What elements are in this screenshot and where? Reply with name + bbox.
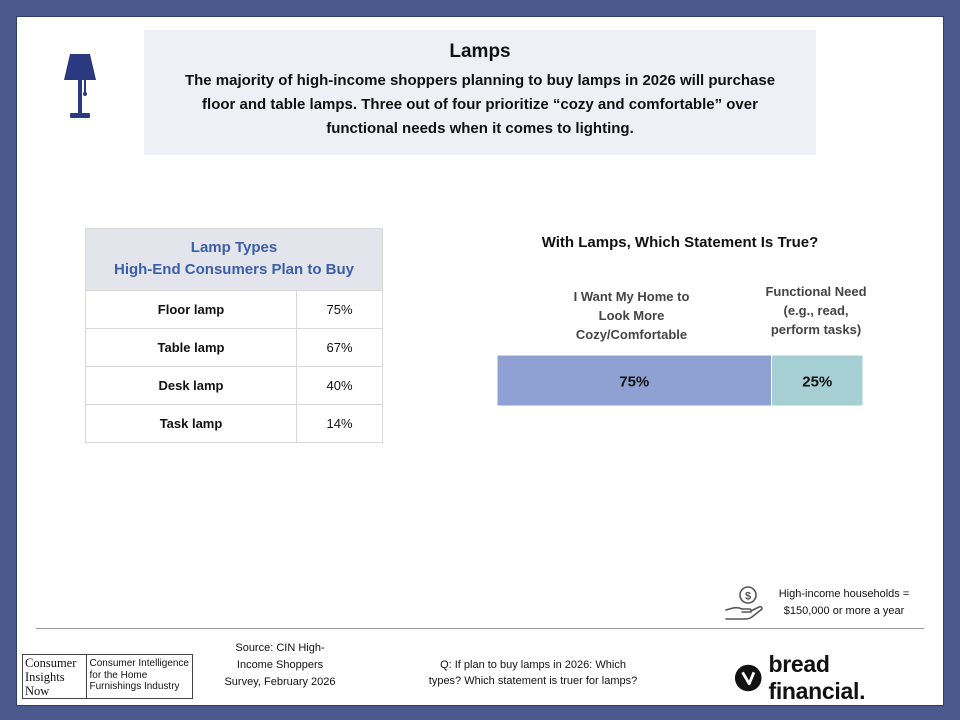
bar-data-label-0: 75% <box>619 374 649 391</box>
header-box: Lamps The majority of high-income shoppe… <box>144 30 816 155</box>
row-label: Table lamp <box>85 328 297 367</box>
slide-inner-border <box>16 16 944 706</box>
note-line1: High-income households = <box>778 588 910 600</box>
note-line2: $150,000 or more a year <box>783 605 905 617</box>
source-line1: Source: CIN High- <box>235 642 325 654</box>
page-title: Lamps <box>449 41 511 62</box>
row-label: Desk lamp <box>85 366 297 405</box>
question-line1: Q: If plan to buy lamps in 2026: Which <box>440 659 626 671</box>
column-label-cozy: I Want My Home to Look More Cozy/Comfort… <box>549 287 714 344</box>
column-label-line: Cozy/Comfortable <box>575 327 688 342</box>
column-label-line: (e.g., read, <box>783 303 849 318</box>
source-line2: Income Shoppers <box>236 659 324 671</box>
floor-lamp-icon <box>64 54 96 118</box>
footer-divider <box>36 628 924 629</box>
table-row: Floor lamp 75% <box>85 290 383 329</box>
source-note: Source: CIN High- Income Shoppers Survey… <box>208 640 352 691</box>
question-line2: types? Which statement is truer for lamp… <box>428 675 638 687</box>
bar-segment-1 <box>771 355 863 406</box>
table-row: Task lamp 14% <box>85 404 383 443</box>
table-title-line1: Lamp Types <box>190 239 278 256</box>
column-label-line: I Want My Home to <box>573 289 690 304</box>
row-label: Floor lamp <box>85 290 297 329</box>
survey-question: Q: If plan to buy lamps in 2026: Which t… <box>412 657 654 689</box>
row-value: 75% <box>296 290 383 329</box>
bread-financial-logo: bread financial. <box>734 651 924 704</box>
money-hand-icon: $ <box>725 586 763 620</box>
row-value: 14% <box>296 404 383 443</box>
lamp-types-table: Lamp Types High-End Consumers Plan to Bu… <box>85 228 383 443</box>
cin-logo-wordmark: Consumer Insights Now <box>23 655 87 698</box>
column-label-line: Functional Need <box>765 284 867 299</box>
column-label-line: Look More <box>598 308 665 323</box>
column-label-functional: Functional Need (e.g., read, perform tas… <box>748 282 884 339</box>
table-header: Lamp Types High-End Consumers Plan to Bu… <box>85 228 383 291</box>
income-note: High-income households = $150,000 or mor… <box>764 586 924 620</box>
page-subtitle: The majority of high-income shoppers pla… <box>184 72 776 137</box>
brand-wordmark: bread financial. <box>768 651 866 704</box>
row-value: 40% <box>296 366 383 405</box>
chart-title: With Lamps, Which Statement Is True? <box>541 234 819 251</box>
column-label-line: perform tasks) <box>770 322 862 337</box>
row-value: 67% <box>296 328 383 367</box>
table-row: Table lamp 67% <box>85 328 383 367</box>
cin-logo: Consumer Insights Now Consumer Intellige… <box>22 654 193 699</box>
stacked-bar-chart: 75% 25% <box>497 355 863 406</box>
table-row: Desk lamp 40% <box>85 366 383 405</box>
svg-text:$: $ <box>745 591 751 603</box>
bread-financial-mark-icon <box>734 664 762 692</box>
row-label: Task lamp <box>85 404 297 443</box>
bar-data-label-1: 25% <box>802 374 832 391</box>
table-title-line2: High-End Consumers Plan to Buy <box>113 261 354 278</box>
source-line3: Survey, February 2026 <box>224 676 336 688</box>
cin-logo-tagline: Consumer Intelligence for the Home Furni… <box>89 658 190 692</box>
